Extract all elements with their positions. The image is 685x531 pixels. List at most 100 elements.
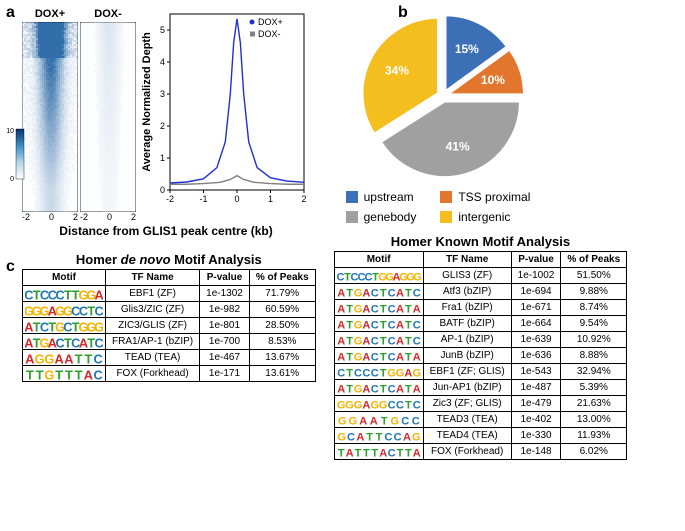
tf-name: FRA1/AP-1 (bZIP): [106, 334, 200, 350]
svg-text:G: G: [412, 368, 420, 378]
pct-peaks: 6.02%: [561, 444, 627, 460]
svg-text:G: G: [353, 288, 362, 298]
svg-text:T: T: [55, 368, 63, 382]
table-row: ATGACTCATCAtf3 (bZIP)1e-6949.88%: [334, 284, 627, 300]
p-value: 1e-479: [511, 396, 561, 412]
table-row: ATGACTCATAJunB (bZIP)1e-6368.88%: [334, 348, 627, 364]
pct-peaks: 51.50%: [561, 268, 627, 284]
p-value: 1e-330: [511, 428, 561, 444]
svg-text:G: G: [353, 320, 362, 330]
table-row: TATTTACTTAFOX (Forkhead)1e-1486.02%: [334, 444, 627, 460]
motif-logo: ATGACTCATC: [23, 334, 106, 350]
svg-text:C: C: [401, 416, 409, 426]
pct-peaks: 28.50%: [249, 318, 315, 334]
svg-text:C: C: [396, 400, 404, 410]
table-row: TTGTTTACFOX (Forkhead)1e-17113.61%: [23, 366, 316, 382]
svg-text:G: G: [395, 368, 404, 378]
table-row: GGAATGCCTEAD3 (TEA)1e-40213.00%: [334, 412, 627, 428]
pct-peaks: 9.54%: [561, 316, 627, 332]
heatmap-pair: 100 DOX+-202 DOX--202: [22, 8, 136, 222]
motif-logo: GCATTCCAG: [334, 428, 423, 444]
svg-text:G: G: [44, 368, 54, 382]
svg-text:T: T: [84, 352, 92, 366]
svg-text:T: T: [36, 368, 44, 382]
svg-text:0: 0: [160, 185, 165, 195]
panel-label-c: c: [6, 258, 15, 276]
svg-text:G: G: [44, 352, 54, 366]
svg-text:T: T: [381, 416, 388, 426]
svg-text:T: T: [379, 320, 386, 330]
pct-peaks: 60.59%: [249, 302, 315, 318]
pct-peaks: 13.00%: [561, 412, 627, 428]
svg-text:C: C: [94, 368, 103, 382]
svg-text:T: T: [379, 384, 386, 394]
table-row: CTCCCTGGAGGGGLIS3 (ZF)1e-100251.50%: [334, 268, 627, 284]
svg-text:10%: 10%: [481, 73, 505, 87]
svg-text:C: C: [387, 320, 395, 330]
motif-logo: TTGTTTAC: [23, 366, 106, 382]
svg-text:A: A: [337, 336, 345, 346]
table-row: GGGAGGCCTCZic3 (ZF; GLIS)1e-47921.63%: [334, 396, 627, 412]
svg-text:10: 10: [6, 128, 14, 135]
pie-chart: 15%10%41%34%: [338, 8, 538, 178]
svg-text:T: T: [379, 352, 386, 362]
svg-text:T: T: [65, 368, 73, 382]
svg-text:T: T: [371, 448, 378, 458]
svg-text:G: G: [353, 304, 362, 314]
tf-name: ZIC3/GLIS (ZF): [106, 318, 200, 334]
p-value: 1e-700: [200, 334, 250, 350]
table-row: ATGACTCATCBATF (bZIP)1e-6649.54%: [334, 316, 627, 332]
svg-text:C: C: [387, 352, 395, 362]
svg-text:T: T: [405, 336, 412, 346]
svg-text:C: C: [387, 336, 395, 346]
linechart-depth: 012345-2-1012Average Normalized DepthDOX…: [140, 8, 310, 208]
table-header: P-value: [200, 270, 250, 286]
panel-label-b: b: [398, 4, 408, 22]
svg-text:C: C: [362, 368, 370, 378]
svg-text:A: A: [412, 384, 420, 394]
denovo-table: MotifTF NameP-value% of PeaksCTCCCTTGGAE…: [22, 269, 316, 382]
svg-text:0: 0: [10, 176, 14, 183]
p-value: 1e-402: [511, 412, 561, 428]
svg-text:41%: 41%: [446, 139, 470, 153]
svg-text:T: T: [337, 448, 344, 458]
motif-logo: ATGACTCATA: [334, 348, 423, 364]
table-row: CTCCCTTGGAEBF1 (ZF)1e-130271.79%: [23, 286, 316, 302]
tf-name: Zic3 (ZF; GLIS): [423, 396, 511, 412]
svg-text:A: A: [345, 448, 353, 458]
svg-text:A: A: [362, 352, 370, 362]
pct-peaks: 8.88%: [561, 348, 627, 364]
motif-logo: GGGAGGCCTC: [334, 396, 423, 412]
pct-peaks: 71.79%: [249, 286, 315, 302]
table-header: P-value: [511, 252, 561, 268]
denovo-table-wrap: Homer de novo Motif Analysis MotifTF Nam…: [22, 252, 316, 382]
svg-text:3: 3: [160, 89, 165, 99]
svg-text:T: T: [405, 352, 412, 362]
svg-text:G: G: [348, 416, 357, 426]
svg-text:C: C: [412, 400, 420, 410]
table-row: CTCCCTGGAGEBF1 (ZF; GLIS)1e-54332.94%: [334, 364, 627, 380]
motif-logo: AGGAATTC: [23, 350, 106, 366]
svg-text:2: 2: [301, 194, 306, 204]
table-row: ATGACTCATCFRA1/AP-1 (bZIP)1e-7008.53%: [23, 334, 316, 350]
svg-text:5: 5: [160, 25, 165, 35]
table-header: TF Name: [106, 270, 200, 286]
p-value: 1e-487: [511, 380, 561, 396]
table-row: ATGACTCATCAP-1 (bZIP)1e-63910.92%: [334, 332, 627, 348]
table-row: ATGACTCATAFra1 (bZIP)1e-6718.74%: [334, 300, 627, 316]
svg-text:C: C: [370, 320, 378, 330]
tf-name: TEAD3 (TEA): [423, 412, 511, 428]
svg-text:C: C: [370, 368, 378, 378]
svg-text:T: T: [346, 288, 353, 298]
svg-text:T: T: [75, 352, 83, 366]
svg-text:A: A: [404, 368, 412, 378]
svg-text:G: G: [387, 368, 396, 378]
svg-text:A: A: [412, 304, 420, 314]
svg-text:A: A: [337, 320, 345, 330]
p-value: 1e-148: [511, 444, 561, 460]
svg-text:34%: 34%: [385, 64, 409, 78]
svg-text:G: G: [353, 384, 362, 394]
svg-text:A: A: [337, 304, 345, 314]
pct-peaks: 10.92%: [561, 332, 627, 348]
svg-text:T: T: [354, 448, 361, 458]
